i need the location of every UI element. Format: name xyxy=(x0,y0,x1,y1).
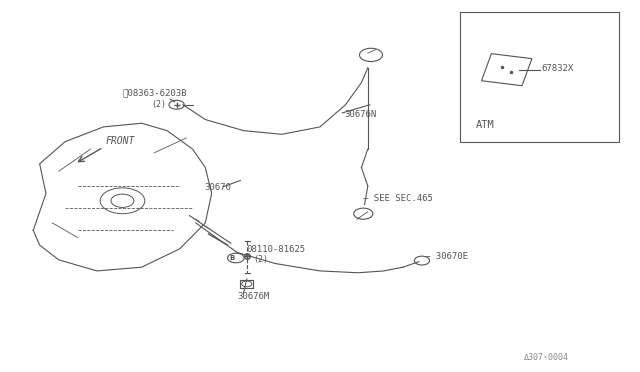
Text: Δ307⋆0004: Δ307⋆0004 xyxy=(524,353,569,362)
Text: — 30670E: — 30670E xyxy=(425,252,468,261)
FancyBboxPatch shape xyxy=(481,54,532,86)
Bar xyxy=(460,13,620,142)
Text: 30676N: 30676N xyxy=(344,110,376,119)
Text: 08110-81625: 08110-81625 xyxy=(246,245,305,254)
Text: 30676M: 30676M xyxy=(237,292,269,301)
Text: 67832X: 67832X xyxy=(541,64,574,73)
Text: (2): (2) xyxy=(151,100,166,109)
Text: ATM: ATM xyxy=(476,120,495,130)
Text: FRONT: FRONT xyxy=(105,136,134,146)
Text: B: B xyxy=(229,255,235,261)
Text: 30670: 30670 xyxy=(204,183,231,192)
Text: — SEE SEC.465: — SEE SEC.465 xyxy=(364,194,433,203)
Text: Ⓝ08363-6203B: Ⓝ08363-6203B xyxy=(122,89,187,97)
Text: (2): (2) xyxy=(253,255,268,264)
